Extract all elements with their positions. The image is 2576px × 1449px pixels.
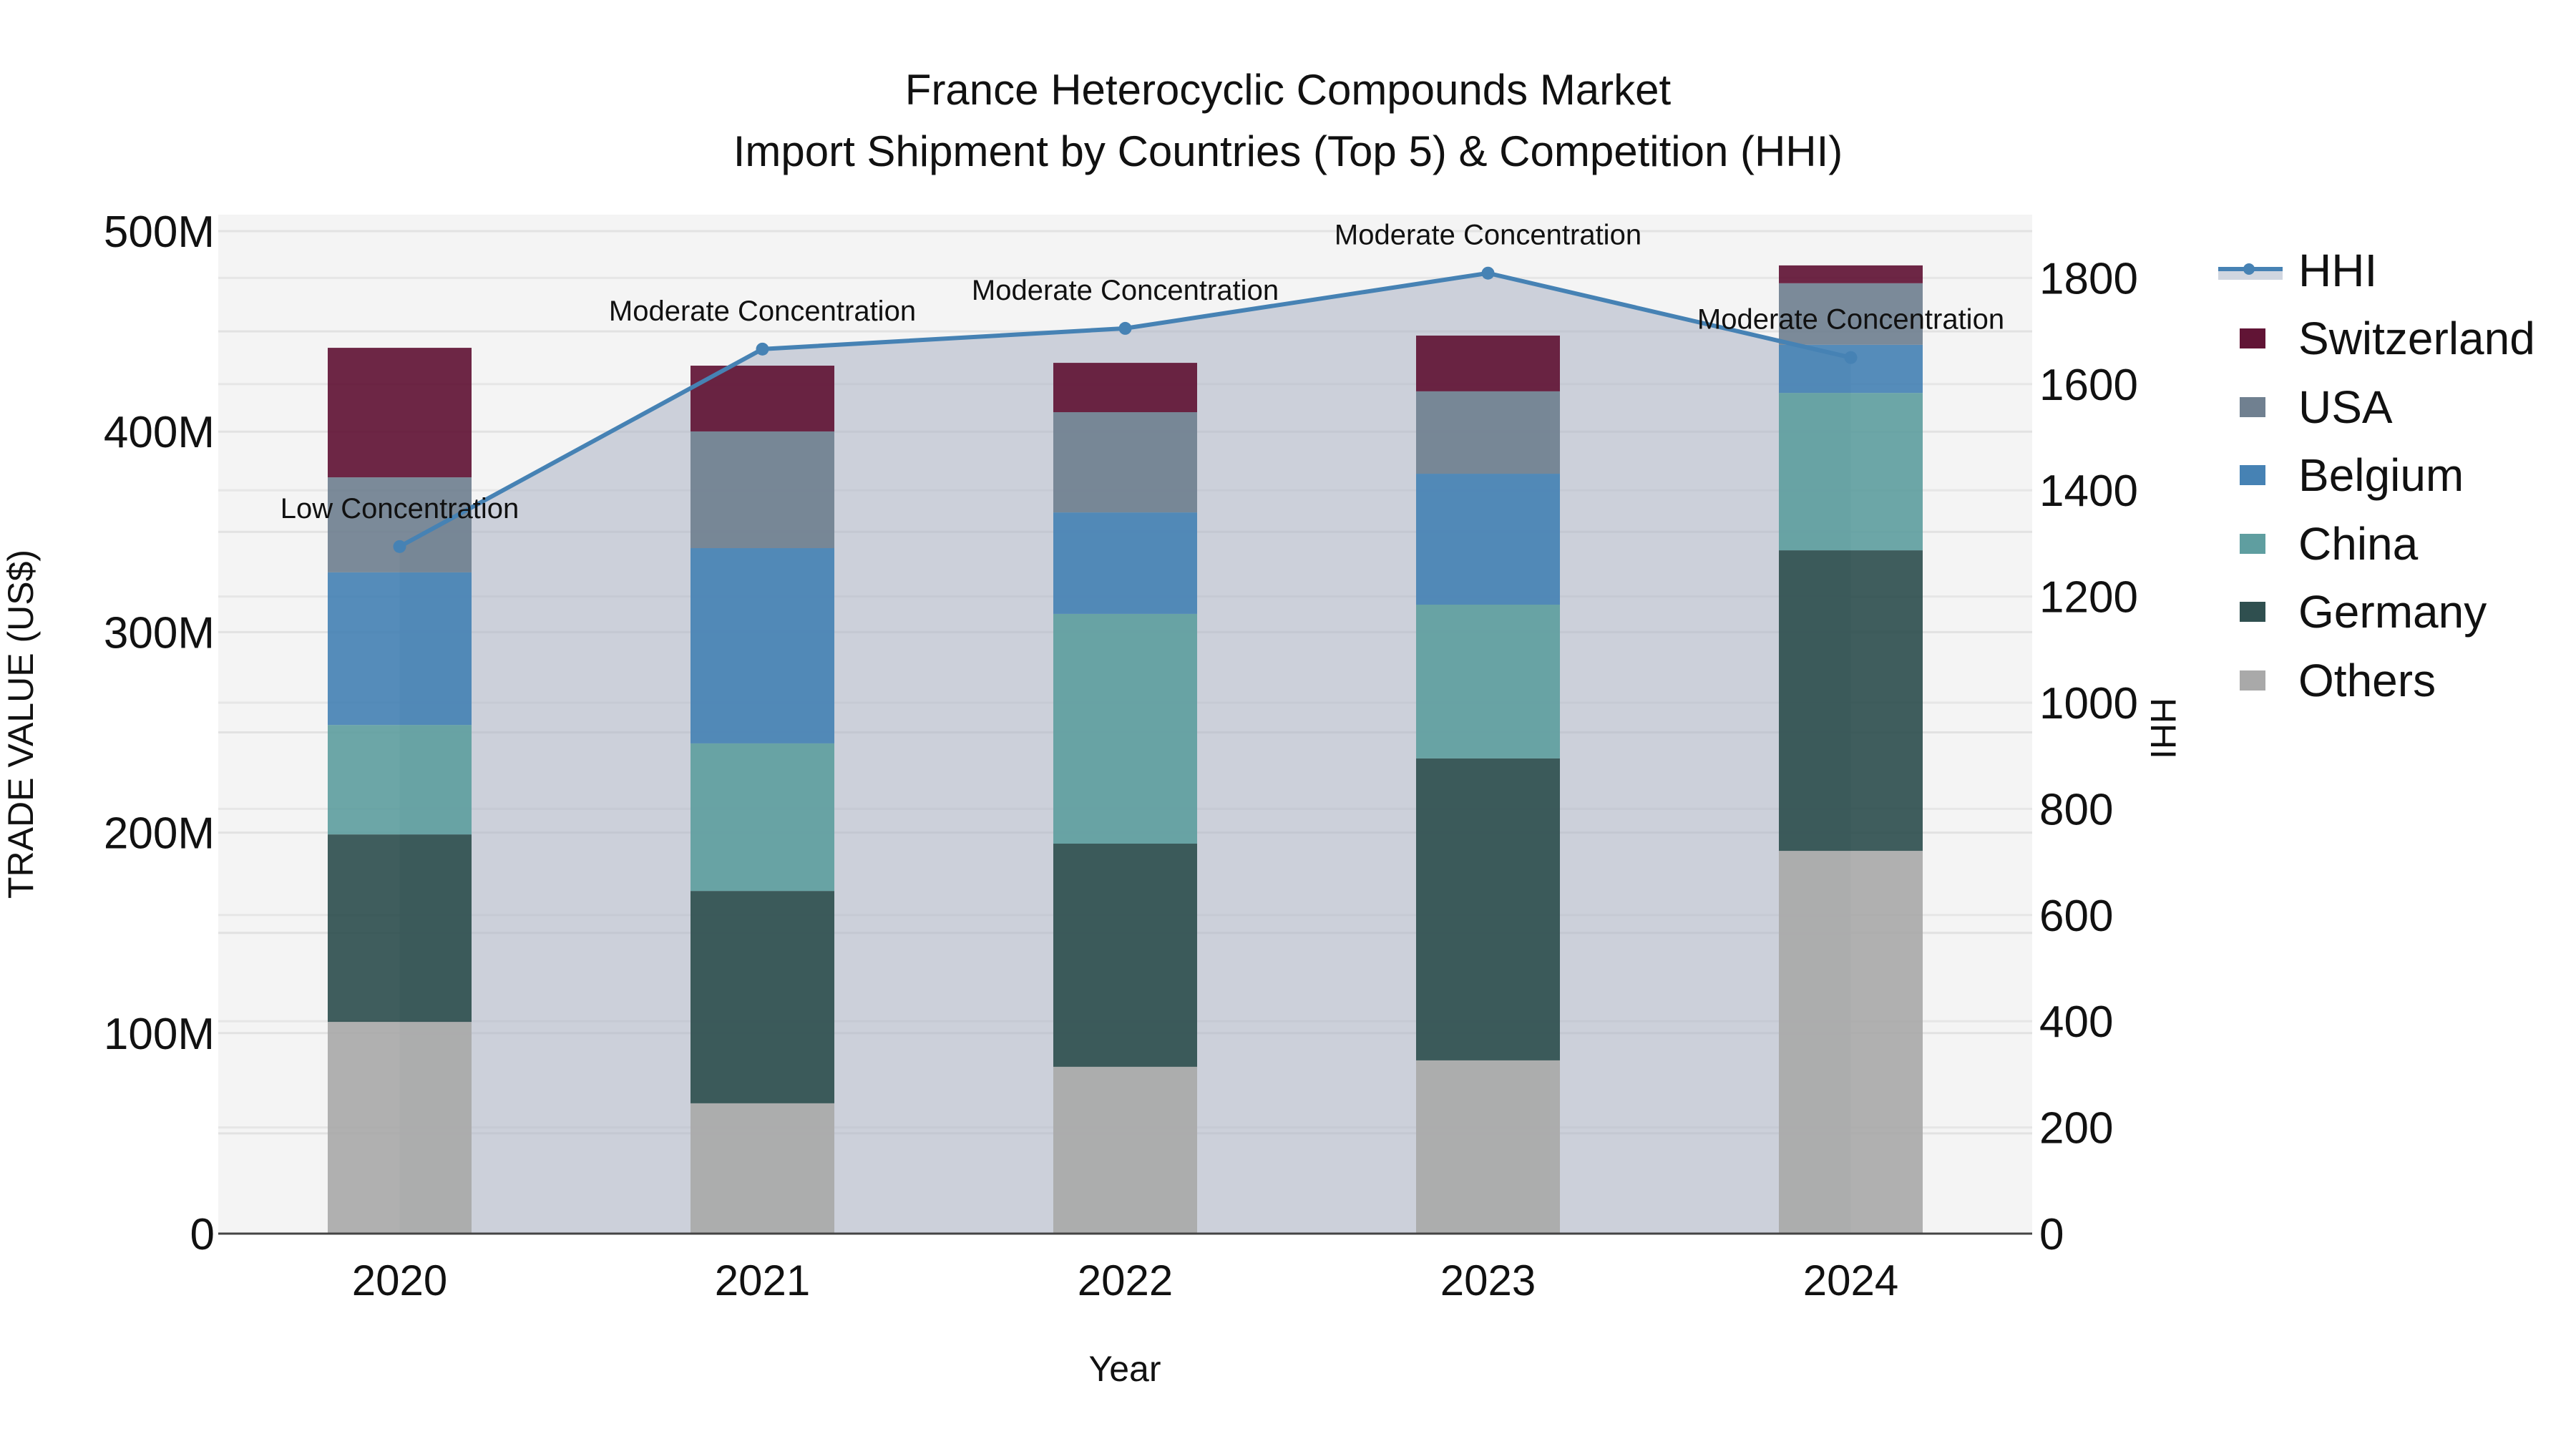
hhi-annotation: Low Concentration bbox=[280, 493, 519, 525]
bar-segment-others-2021[interactable] bbox=[691, 1103, 834, 1234]
legend-swatch-icon bbox=[2240, 465, 2265, 486]
legend-swatch-icon bbox=[2240, 533, 2265, 554]
y-left-tick-label: 200M bbox=[104, 809, 215, 859]
legend-item-usa[interactable]: USA bbox=[2218, 373, 2535, 441]
legend-item-china[interactable]: China bbox=[2218, 509, 2535, 578]
y-right-axis-title: HHI bbox=[2143, 698, 2183, 759]
legend-swatch-icon bbox=[2240, 328, 2265, 349]
y-right-tick-label: 1200 bbox=[2039, 573, 2138, 623]
y-left-axis-title: TRADE VALUE (US$) bbox=[1, 550, 41, 899]
hhi-marker[interactable] bbox=[393, 540, 406, 553]
bar-segment-switzerland-2020[interactable] bbox=[328, 348, 472, 478]
hhi-annotations: Low Concentration Moderate Concentration M… bbox=[280, 220, 2004, 525]
hhi-line bbox=[393, 266, 1858, 553]
x-tick-label: 2022 bbox=[1078, 1257, 1173, 1304]
y-right-tick-label: 1600 bbox=[2039, 361, 2138, 410]
y-right-tick-label: 600 bbox=[2039, 892, 2113, 941]
bar-segment-china-2022[interactable] bbox=[1053, 613, 1197, 844]
hhi-annotation: Moderate Concentration bbox=[1335, 220, 1641, 251]
bar-segment-germany-2023[interactable] bbox=[1416, 758, 1560, 1060]
hhi-marker[interactable] bbox=[756, 342, 769, 356]
legend-label: HHI bbox=[2298, 244, 2378, 296]
bar-segment-china-2021[interactable] bbox=[691, 743, 834, 892]
bar-segment-others-2023[interactable] bbox=[1416, 1060, 1560, 1234]
bar-segment-belgium-2021[interactable] bbox=[691, 547, 834, 743]
chart-title-line1: France Heterocyclic Compounds Market bbox=[904, 66, 1672, 114]
y-left-tick-label: 0 bbox=[190, 1210, 215, 1259]
bar-segment-usa-2021[interactable] bbox=[691, 431, 834, 548]
legend-swatch-icon bbox=[2240, 602, 2265, 623]
y-right-tick-label: 1000 bbox=[2039, 679, 2138, 728]
legend-item-switzerland[interactable]: Switzerland bbox=[2218, 305, 2535, 374]
y-right-tick-label: 0 bbox=[2039, 1210, 2064, 1259]
x-axis-title: Year bbox=[1088, 1349, 1161, 1389]
bar-segment-usa-2020[interactable] bbox=[328, 477, 472, 572]
bar-segment-usa-2024[interactable] bbox=[1779, 283, 1923, 345]
y-left-tick-label: 400M bbox=[104, 408, 215, 457]
x-tick-label: 2021 bbox=[715, 1257, 810, 1304]
legend-item-hhi[interactable]: HHI bbox=[2218, 236, 2535, 305]
x-axis-ticks: 2020 2021 2022 2023 2024 bbox=[352, 1257, 1898, 1304]
y-left-tick-label: 300M bbox=[104, 608, 215, 658]
bar-segment-china-2023[interactable] bbox=[1416, 605, 1560, 758]
y-right-tick-label: 200 bbox=[2039, 1104, 2113, 1153]
bar-segment-switzerland-2022[interactable] bbox=[1053, 363, 1197, 413]
bar-segment-switzerland-2024[interactable] bbox=[1779, 265, 1923, 283]
stacked-bars bbox=[328, 265, 1923, 1234]
y-left-tick-label: 500M bbox=[104, 208, 215, 257]
y-right-tick-label: 1800 bbox=[2039, 254, 2138, 303]
legend-item-germany[interactable]: Germany bbox=[2218, 578, 2535, 647]
bar-segment-china-2020[interactable] bbox=[328, 725, 472, 835]
bar-segment-belgium-2022[interactable] bbox=[1053, 512, 1197, 614]
hhi-marker[interactable] bbox=[1844, 351, 1858, 364]
bar-segment-germany-2021[interactable] bbox=[691, 891, 834, 1103]
bar-segment-china-2024[interactable] bbox=[1779, 393, 1923, 551]
y-right-ticks: 0 200 400 600 800 1000 1200 1400 1600 1800 bbox=[2039, 254, 2138, 1259]
bar-segment-belgium-2023[interactable] bbox=[1416, 474, 1560, 605]
bar-segment-belgium-2020[interactable] bbox=[328, 572, 472, 726]
y-right-tick-label: 1400 bbox=[2039, 467, 2138, 516]
x-tick-label: 2020 bbox=[352, 1257, 447, 1304]
x-tick-label: 2024 bbox=[1803, 1257, 1898, 1304]
chart-title-line2: Import Shipment by Countries (Top 5) & C… bbox=[733, 127, 1843, 175]
legend-label: Switzerland bbox=[2298, 313, 2535, 365]
hhi-annotation: Moderate Concentration bbox=[1697, 304, 2004, 336]
bar-segment-others-2022[interactable] bbox=[1053, 1066, 1197, 1234]
legend-label: Germany bbox=[2298, 586, 2487, 638]
legend-swatch-icon bbox=[2240, 396, 2265, 417]
bar-segment-others-2020[interactable] bbox=[328, 1022, 472, 1234]
bar-segment-germany-2022[interactable] bbox=[1053, 844, 1197, 1067]
hhi-marker[interactable] bbox=[1118, 321, 1132, 335]
hhi-annotation: Moderate Concentration bbox=[972, 275, 1279, 306]
y-left-tick-label: 100M bbox=[104, 1010, 215, 1059]
bar-segment-others-2024[interactable] bbox=[1779, 851, 1923, 1234]
legend-label: Belgium bbox=[2298, 449, 2464, 502]
legend-label: USA bbox=[2298, 381, 2393, 433]
legend-item-others[interactable]: Others bbox=[2218, 646, 2535, 715]
hhi-marker[interactable] bbox=[1481, 266, 1495, 280]
bar-segment-usa-2023[interactable] bbox=[1416, 391, 1560, 474]
bar-segment-germany-2020[interactable] bbox=[328, 834, 472, 1023]
y-right-tick-label: 400 bbox=[2039, 997, 2113, 1047]
legend: HHI Switzerland USA Belgium China Germany Othe… bbox=[2218, 236, 2535, 715]
bar-segment-switzerland-2023[interactable] bbox=[1416, 335, 1560, 391]
legend-item-belgium[interactable]: Belgium bbox=[2218, 441, 2535, 510]
bar-segment-usa-2022[interactable] bbox=[1053, 412, 1197, 513]
legend-label: Others bbox=[2298, 654, 2436, 706]
hhi-annotation: Moderate Concentration bbox=[609, 296, 916, 327]
legend-line-icon bbox=[2218, 260, 2283, 281]
legend-swatch-icon bbox=[2240, 670, 2265, 691]
bar-segment-germany-2024[interactable] bbox=[1779, 550, 1923, 852]
legend-label: China bbox=[2298, 517, 2419, 570]
x-tick-label: 2023 bbox=[1440, 1257, 1536, 1304]
y-right-tick-label: 800 bbox=[2039, 785, 2113, 834]
y-left-ticks: 0 100M 200M 300M 400M 500M bbox=[104, 208, 215, 1259]
